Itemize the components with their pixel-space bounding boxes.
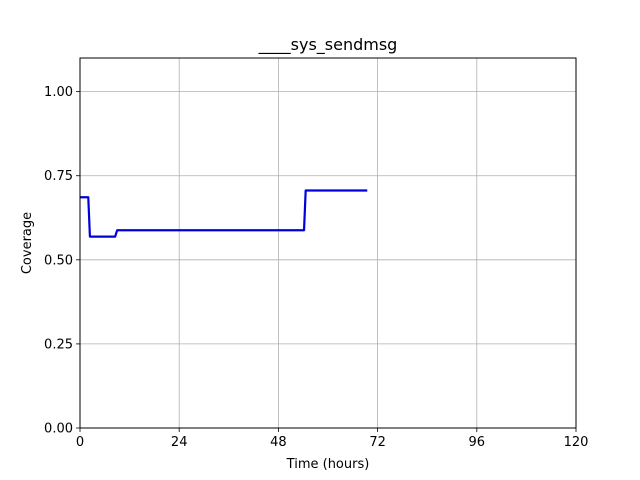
- plot-frame: [79, 57, 577, 429]
- x-tick-label: 120: [564, 435, 589, 450]
- x-tick-label: 0: [76, 435, 84, 450]
- x-tick-label: 24: [171, 435, 188, 450]
- x-tick-label: 72: [369, 435, 386, 450]
- y-axis-label: Coverage: [20, 212, 35, 274]
- y-axis: 0.00 0.25 0.50 0.75 1.00: [44, 85, 80, 437]
- y-tick-label: 0.75: [44, 169, 73, 184]
- y-tick-label: 0.50: [44, 253, 73, 268]
- x-tick-label: 48: [270, 435, 287, 450]
- x-axis: 0 24 48 72 96 120: [76, 428, 589, 450]
- y-tick-label: 1.00: [44, 85, 73, 100]
- y-tick-label: 0.00: [44, 422, 73, 437]
- y-tick-label: 0.25: [44, 337, 73, 352]
- plot-area: [80, 58, 576, 428]
- series-group: [80, 189, 368, 238]
- x-tick-label: 96: [469, 435, 486, 450]
- x-axis-label: Time (hours): [286, 457, 370, 472]
- chart-title: ____sys_sendmsg: [258, 35, 398, 55]
- series-line: [80, 189, 368, 238]
